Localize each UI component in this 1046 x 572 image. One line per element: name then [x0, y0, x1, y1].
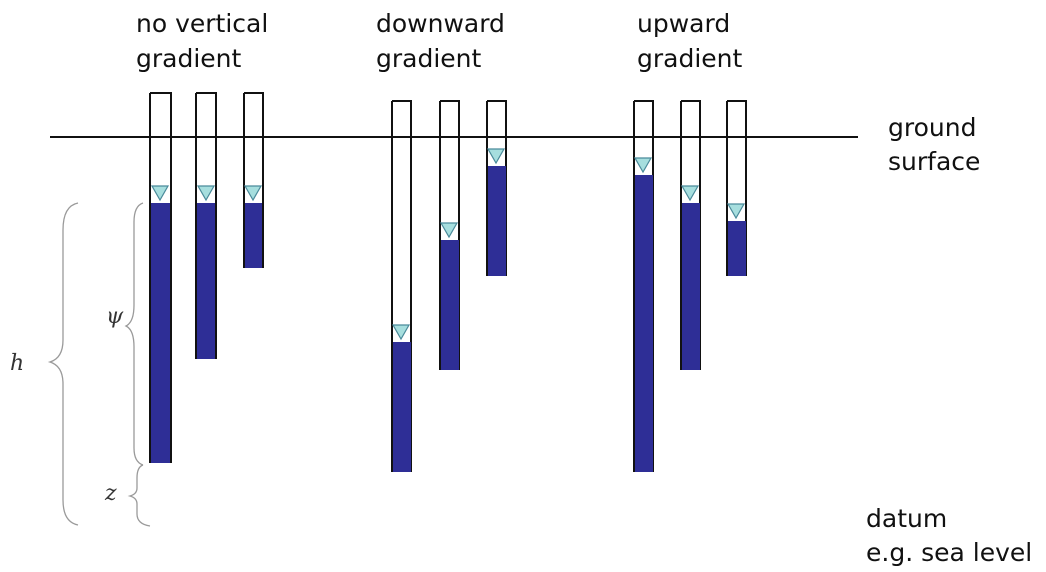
pressure-head-symbol: ψ	[106, 304, 124, 329]
group1-label-line2: gradient	[136, 44, 242, 73]
water-column	[393, 342, 411, 472]
water-level-marker-icon	[391, 324, 411, 341]
piezometer-2b	[439, 100, 460, 370]
ground-label-line1: ground	[888, 113, 976, 142]
group3-label-line1: upward	[637, 9, 730, 38]
water-column	[728, 221, 746, 276]
water-level-marker-icon	[486, 148, 506, 165]
water-column	[635, 175, 653, 472]
piezometer-3b	[680, 100, 701, 370]
water-level-marker-icon	[680, 185, 700, 202]
piezometer-3c	[726, 100, 747, 276]
water-level-marker-icon	[196, 185, 216, 202]
piezometer-1c	[243, 92, 264, 268]
water-level-marker-icon	[726, 203, 746, 220]
datum-label-line1: datum	[866, 504, 947, 533]
group1-label-line1: no vertical	[136, 9, 268, 38]
water-level-marker-icon	[439, 222, 459, 239]
piezometer-1a	[149, 92, 172, 463]
water-column	[682, 203, 700, 370]
elevation-head-brace	[127, 464, 151, 527]
piezometer-1b	[195, 92, 217, 359]
water-column	[197, 203, 215, 359]
piezometer-2a	[391, 100, 412, 472]
head-brace	[47, 202, 79, 526]
datum-label-line2: e.g. sea level	[866, 538, 1032, 567]
piezometer-3a	[633, 100, 654, 472]
piezometer-2c	[486, 100, 507, 276]
group2-label-line2: gradient	[376, 44, 482, 73]
elevation-head-symbol: z	[104, 481, 117, 506]
pressure-head-brace	[124, 202, 144, 466]
water-column	[488, 166, 506, 276]
water-column	[151, 203, 170, 463]
water-column	[441, 240, 459, 370]
water-level-marker-icon	[243, 185, 263, 202]
group3-label-line2: gradient	[637, 44, 743, 73]
ground-label-line2: surface	[888, 147, 980, 176]
head-symbol: h	[10, 351, 24, 376]
water-column	[245, 203, 262, 268]
group2-label-line1: downward	[376, 9, 505, 38]
water-level-marker-icon	[633, 157, 653, 174]
water-level-marker-icon	[150, 185, 170, 202]
